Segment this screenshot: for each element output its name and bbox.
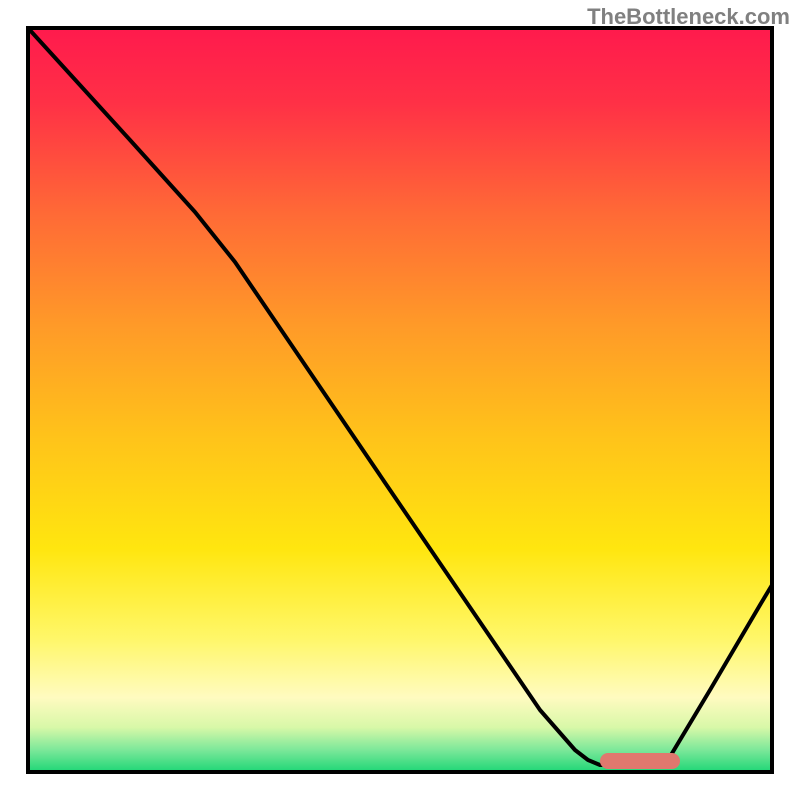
optimal-marker — [600, 753, 680, 769]
gradient-background — [28, 28, 772, 772]
chart-container: TheBottleneck.com — [0, 0, 800, 800]
watermark-text: TheBottleneck.com — [587, 4, 790, 30]
chart-svg — [0, 0, 800, 800]
